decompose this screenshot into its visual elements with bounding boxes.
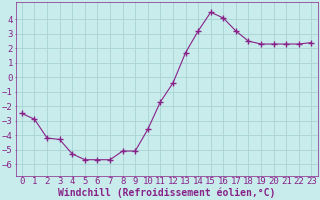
X-axis label: Windchill (Refroidissement éolien,°C): Windchill (Refroidissement éolien,°C)	[58, 187, 275, 198]
